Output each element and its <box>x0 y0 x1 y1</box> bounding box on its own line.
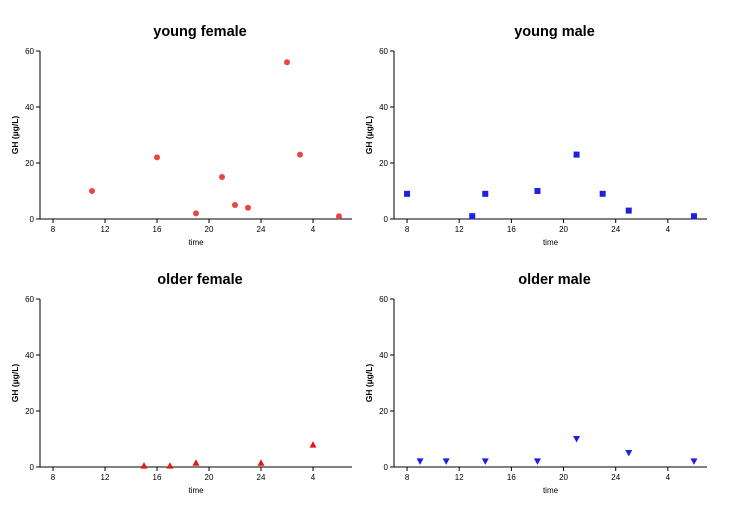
data-point <box>690 213 697 220</box>
y-tick-label: 40 <box>25 103 34 112</box>
data-point <box>140 462 148 469</box>
x-tick-label: 16 <box>507 225 516 234</box>
data-point <box>599 190 606 197</box>
data-point <box>404 190 411 197</box>
data-point <box>193 210 199 217</box>
x-tick-label: 8 <box>405 473 410 482</box>
data-point <box>534 188 541 194</box>
data-point <box>482 190 489 197</box>
x-axis-label: time <box>543 238 559 247</box>
x-tick-label: 8 <box>51 473 56 482</box>
x-tick-label: 4 <box>311 473 316 482</box>
data-point <box>442 458 450 465</box>
y-tick-label: 40 <box>25 351 34 360</box>
x-tick-label: 12 <box>101 473 110 482</box>
data-point <box>573 151 580 158</box>
x-tick-label: 24 <box>257 225 266 234</box>
x-tick-label: 8 <box>405 225 410 234</box>
y-tick-label: 40 <box>379 351 388 360</box>
x-tick-label: 4 <box>311 225 316 234</box>
data-point <box>297 151 303 158</box>
x-tick-label: 12 <box>455 225 464 234</box>
y-tick-label: 20 <box>379 407 388 416</box>
data-point <box>166 462 174 469</box>
data-point <box>625 450 633 457</box>
y-axis-label: GH (µg/L) <box>364 116 374 155</box>
data-point <box>154 154 160 161</box>
x-axis-label: time <box>188 238 204 247</box>
chart-title: young female <box>153 24 246 40</box>
x-tick-label: 20 <box>205 473 214 482</box>
data-point <box>219 174 225 180</box>
x-tick-label: 24 <box>611 225 620 234</box>
y-tick-label: 60 <box>379 295 388 304</box>
data-point <box>625 207 632 214</box>
x-tick-label: 16 <box>507 473 516 482</box>
y-tick-label: 20 <box>25 159 34 168</box>
chart-title: older female <box>157 272 242 288</box>
y-tick-label: 20 <box>25 407 34 416</box>
x-tick-label: 20 <box>559 225 568 234</box>
y-tick-label: 60 <box>25 47 34 56</box>
x-tick-label: 20 <box>559 473 568 482</box>
data-point <box>533 458 541 465</box>
x-tick-label: 12 <box>101 225 110 234</box>
y-tick-label: 0 <box>30 215 35 224</box>
x-tick-label: 12 <box>455 473 464 482</box>
x-tick-label: 20 <box>205 225 214 234</box>
data-point <box>309 441 317 448</box>
data-point <box>257 459 265 466</box>
data-point <box>192 459 200 466</box>
x-tick-label: 24 <box>611 473 620 482</box>
data-point <box>690 458 698 465</box>
data-point <box>284 59 290 66</box>
x-tick-label: 8 <box>51 225 56 234</box>
data-point <box>481 458 489 465</box>
data-point <box>469 213 476 220</box>
x-tick-label: 16 <box>153 473 162 482</box>
x-tick-label: 16 <box>153 225 162 234</box>
data-point <box>89 188 95 194</box>
x-tick-label: 24 <box>257 473 266 482</box>
y-tick-label: 40 <box>379 103 388 112</box>
x-axis-label: time <box>188 486 204 495</box>
y-axis-label: GH (µg/L) <box>364 364 374 403</box>
y-tick-label: 60 <box>379 47 388 56</box>
data-point <box>245 204 251 211</box>
y-tick-label: 0 <box>30 463 35 472</box>
data-point <box>336 213 342 220</box>
data-point <box>232 202 238 208</box>
x-axis-label: time <box>543 486 559 495</box>
chart-title: older male <box>518 272 591 288</box>
y-tick-label: 20 <box>379 159 388 168</box>
y-tick-label: 0 <box>384 215 389 224</box>
data-point <box>573 436 581 443</box>
data-point <box>416 458 424 465</box>
x-tick-label: 4 <box>666 473 671 482</box>
x-tick-label: 4 <box>666 225 671 234</box>
y-axis-label: GH (µg/L) <box>10 116 20 155</box>
y-axis-label: GH (µg/L) <box>10 364 20 403</box>
chart-title: young male <box>514 24 595 40</box>
y-tick-label: 0 <box>384 463 389 472</box>
y-tick-label: 60 <box>25 295 34 304</box>
